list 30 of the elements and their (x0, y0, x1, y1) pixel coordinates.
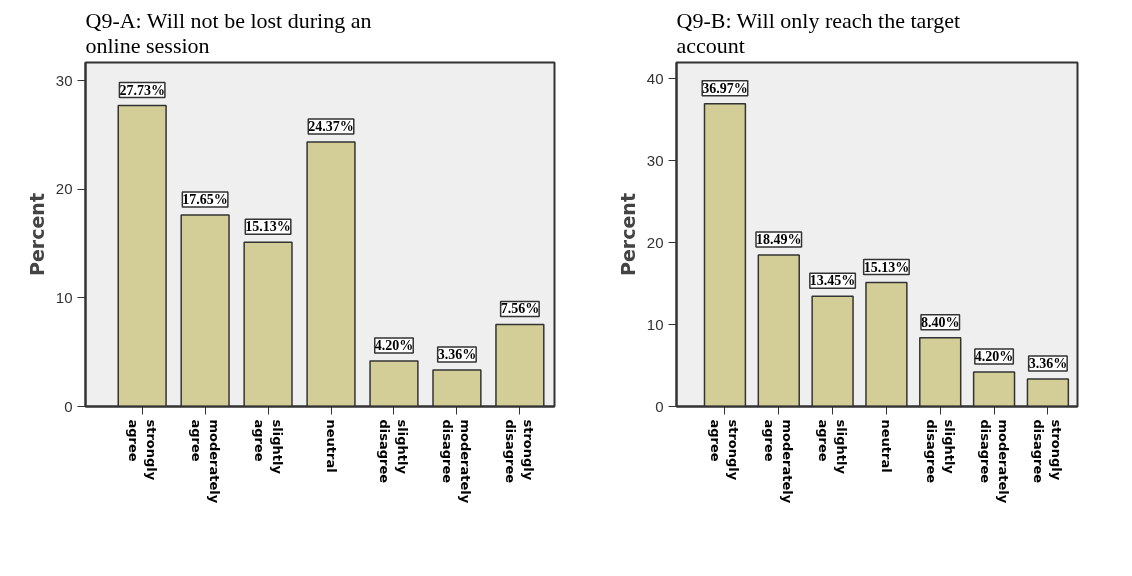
x-tick-label: strongly agree (125, 419, 159, 481)
y-axis-title: Percent (616, 193, 639, 276)
data-label: 3.36% (437, 347, 477, 363)
data-label: 15.13% (863, 259, 910, 275)
y-tick-label: 20 (646, 233, 664, 251)
y-tick-label: 40 (646, 69, 664, 87)
y-tick-label: 10 (646, 315, 664, 333)
data-label: 15.13% (245, 219, 291, 235)
y-tick-label: 10 (55, 288, 73, 306)
y-tick-label: 20 (55, 180, 73, 198)
x-tick-label: neutral (878, 419, 894, 473)
data-label: 3.36% (1028, 355, 1068, 371)
data-label: 13.45% (809, 273, 856, 289)
chart-title: Q9-B: Will only reach the target account (676, 7, 961, 58)
y-tick-label: 30 (646, 151, 664, 169)
x-tick-label: strongly agree (708, 419, 742, 481)
data-label: 18.49% (756, 232, 802, 248)
data-label: 17.65% (182, 191, 228, 207)
y-axis-title: Percent (25, 193, 48, 276)
data-label: 4.20% (374, 337, 414, 353)
data-label: 7.56% (500, 301, 540, 317)
x-tick-label: neutral (323, 419, 339, 473)
x-tick-label: slightly agree (251, 419, 285, 475)
y-tick-label: 0 (64, 397, 73, 415)
y-tick-label: 30 (55, 71, 73, 89)
chart-title: Q9-A: Will not be lost during an online session (85, 7, 372, 58)
data-label: 27.73% (119, 82, 165, 98)
x-tick-label: moderately agree (188, 419, 222, 504)
y-tick-label: 0 (655, 397, 664, 415)
data-label: 4.20% (974, 349, 1014, 365)
